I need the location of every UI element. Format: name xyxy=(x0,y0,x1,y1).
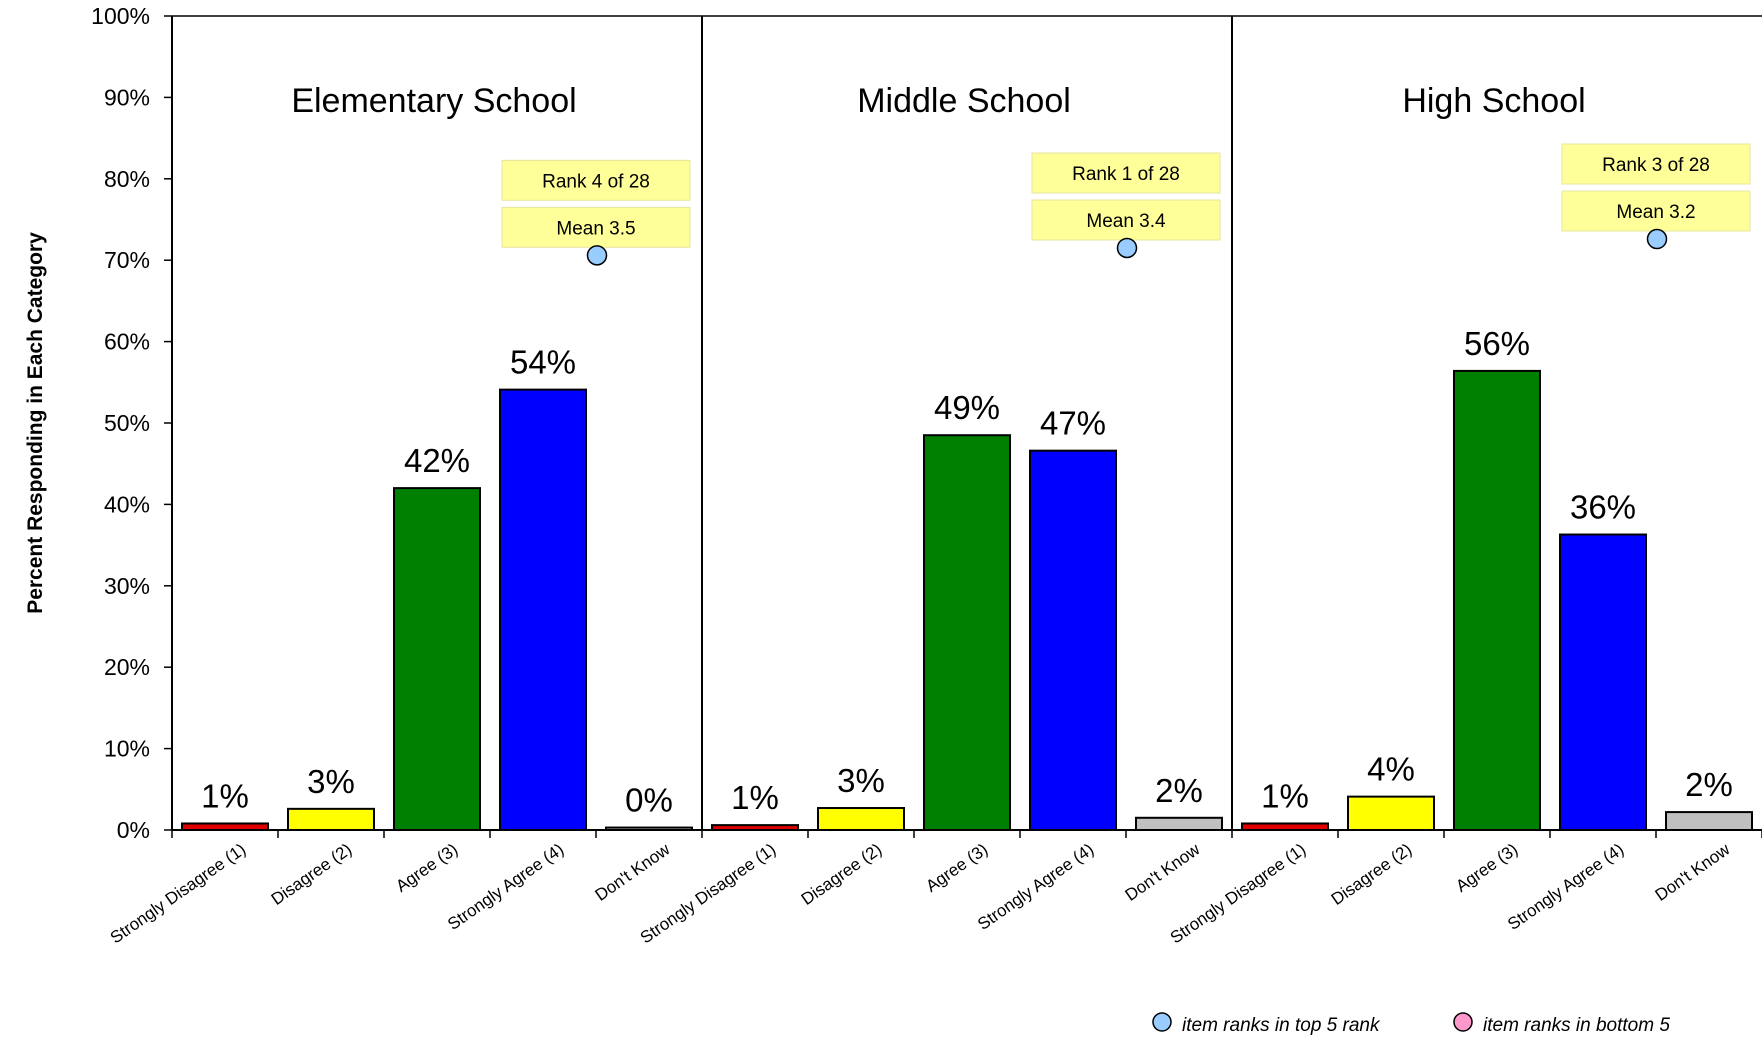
x-tick-label: Strongly Agree (4) xyxy=(974,840,1097,934)
bar-value-label: 3% xyxy=(307,763,355,800)
bar xyxy=(288,809,374,830)
rank-label: Rank 3 of 28 xyxy=(1602,155,1710,176)
bar xyxy=(500,390,586,830)
legend-marker xyxy=(1454,1013,1472,1031)
y-tick-label: 70% xyxy=(104,247,150,273)
panel-title: Elementary School xyxy=(291,82,576,120)
y-tick-label: 60% xyxy=(104,329,150,355)
bar xyxy=(818,808,904,830)
bar-value-label: 2% xyxy=(1155,772,1203,809)
bar xyxy=(606,828,692,830)
bar xyxy=(1348,797,1434,830)
top-rank-marker xyxy=(1118,238,1137,257)
y-tick-label: 30% xyxy=(104,573,150,599)
bar-value-label: 1% xyxy=(201,777,249,814)
bar xyxy=(924,435,1010,830)
bar xyxy=(1666,812,1752,830)
y-tick-label: 40% xyxy=(104,491,150,517)
panel-title: Middle School xyxy=(857,82,1071,120)
bar xyxy=(394,488,480,830)
y-tick-label: 100% xyxy=(91,3,150,29)
rank-label: Rank 4 of 28 xyxy=(542,171,650,192)
y-axis-title: Percent Responding in Each Category xyxy=(24,232,47,614)
mean-label: Mean 3.2 xyxy=(1616,202,1695,223)
bar-value-label: 1% xyxy=(731,779,779,816)
bar xyxy=(182,823,268,830)
legend-label: item ranks in bottom 5 xyxy=(1483,1015,1670,1036)
legend-label: item ranks in top 5 rank xyxy=(1182,1015,1381,1036)
bar-value-label: 4% xyxy=(1367,751,1415,788)
rank-label: Rank 1 of 28 xyxy=(1072,164,1180,185)
bar-value-label: 2% xyxy=(1685,766,1733,803)
x-tick-label: Agree (3) xyxy=(392,840,461,896)
y-tick-label: 20% xyxy=(104,654,150,680)
x-tick-label: Agree (3) xyxy=(922,840,991,896)
x-tick-label: Disagree (2) xyxy=(798,840,886,909)
x-tick-label: Strongly Disagree (1) xyxy=(107,840,249,948)
mean-label: Mean 3.5 xyxy=(556,218,635,239)
bar-value-label: 1% xyxy=(1261,777,1309,814)
bar xyxy=(1030,451,1116,830)
bar-value-label: 47% xyxy=(1040,405,1106,442)
bar-value-label: 3% xyxy=(837,762,885,799)
bar xyxy=(1136,818,1222,830)
x-tick-label: Don't Know xyxy=(1122,839,1204,905)
legend-marker xyxy=(1153,1013,1171,1031)
x-tick-label: Don't Know xyxy=(1652,839,1734,905)
bar-value-label: 54% xyxy=(510,344,576,381)
y-tick-label: 0% xyxy=(117,817,150,843)
y-tick-label: 10% xyxy=(104,736,150,762)
bar xyxy=(1454,371,1540,830)
x-tick-label: Strongly Agree (4) xyxy=(1504,840,1627,934)
mean-label: Mean 3.4 xyxy=(1086,211,1166,232)
x-tick-label: Strongly Agree (4) xyxy=(444,840,567,934)
bar xyxy=(712,825,798,830)
y-tick-label: 90% xyxy=(104,84,150,110)
bar-value-label: 56% xyxy=(1464,325,1530,362)
bar-value-label: 42% xyxy=(404,442,470,479)
y-tick-label: 50% xyxy=(104,410,150,436)
bar-value-label: 49% xyxy=(934,389,1000,426)
panel-title: High School xyxy=(1402,82,1585,120)
y-tick-label: 80% xyxy=(104,166,150,192)
bar-value-label: 0% xyxy=(625,782,673,819)
x-tick-label: Disagree (2) xyxy=(268,840,356,909)
bar-value-label: 36% xyxy=(1570,489,1636,526)
x-tick-label: Disagree (2) xyxy=(1328,840,1416,909)
x-tick-label: Don't Know xyxy=(592,839,674,905)
bar xyxy=(1560,535,1646,830)
top-rank-marker xyxy=(588,246,607,265)
top-rank-marker xyxy=(1648,230,1667,249)
bar xyxy=(1242,823,1328,830)
x-tick-label: Agree (3) xyxy=(1452,840,1521,896)
